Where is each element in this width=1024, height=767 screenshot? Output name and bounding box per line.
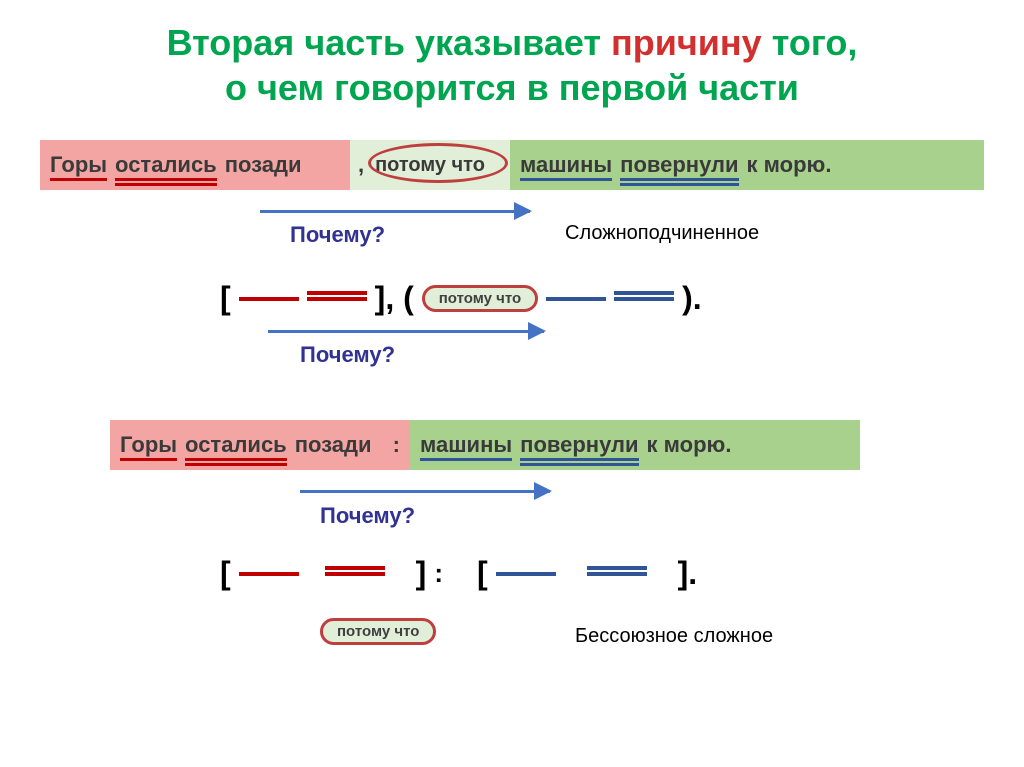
rest-4: к морю. (647, 432, 732, 458)
schema-2: [ ] : [ ]. (220, 555, 697, 592)
schema-subj-red (239, 297, 299, 301)
clause-2-left: Горы остались позади : (110, 420, 410, 470)
schema-pred-blue (614, 297, 674, 301)
colon: : (393, 432, 400, 458)
schema-1: [ ], ( потому что ). (220, 280, 702, 317)
type-label-2: Бессоюзное сложное (575, 625, 773, 648)
schema-pill-1: потому что (422, 285, 538, 312)
pred-4: повернули (520, 432, 638, 458)
clause-1-right: машины повернули к морю. (510, 140, 984, 190)
subj-2: машины (520, 152, 612, 178)
type-label-1: Сложноподчиненное (565, 222, 759, 245)
bracket-open-1: [ (220, 280, 231, 317)
connector-text: потому что (375, 154, 485, 177)
slide-title: Вторая часть указывает причину того, о ч… (0, 0, 1024, 110)
title-part2: того, (762, 22, 858, 63)
title-line2: о чем говорится в первой части (225, 67, 799, 108)
schema-pill-2: потому что (320, 618, 436, 645)
title-highlight: причину (611, 22, 762, 63)
schema-colon: : (434, 558, 443, 589)
rest-2: к морю. (747, 152, 832, 178)
clause-2-right: машины повернули к морю. (410, 420, 860, 470)
arrow-1 (260, 210, 530, 213)
bracket-open-3: [ (477, 555, 488, 592)
pred-3: остались (185, 432, 287, 458)
pred-3b: позади (295, 432, 372, 458)
schema-subj-blue-2 (496, 572, 556, 576)
schema-pred-blue-2 (587, 572, 647, 576)
bracket-close-2: ] (416, 555, 427, 592)
why-label-1: Почему? (290, 222, 385, 248)
schema-pred-red (307, 297, 367, 301)
sentence-bar-2: Горы остались позади : машины повернули … (110, 420, 860, 470)
connector-cell: , потому что (350, 140, 510, 190)
pred-1b: позади (225, 152, 302, 178)
subj-4: машины (420, 432, 512, 458)
clause-1-left: Горы остались позади (40, 140, 350, 190)
paren-close: ). (682, 280, 702, 317)
sentence-bar-1: Горы остались позади , потому что машины… (40, 140, 984, 190)
pred-2: повернули (620, 152, 738, 178)
schema-pill-2-wrap: потому что (320, 618, 436, 645)
title-part1: Вторая часть указывает (167, 22, 611, 63)
bracket-open-2: [ (220, 555, 231, 592)
schema-subj-blue (546, 297, 606, 301)
arrow-2 (268, 330, 544, 333)
why-label-2: Почему? (300, 342, 395, 368)
schema-subj-red-2 (239, 572, 299, 576)
arrow-3 (300, 490, 550, 493)
comma: , (358, 152, 364, 178)
bracket-close-3: ]. (678, 555, 698, 592)
pred-1: остались (115, 152, 217, 178)
why-label-3: Почему? (320, 503, 415, 529)
subj-1: Горы (50, 152, 107, 178)
subj-3: Горы (120, 432, 177, 458)
schema-pred-red-2 (325, 572, 385, 576)
bracket-close-comma: ], ( (375, 280, 414, 317)
